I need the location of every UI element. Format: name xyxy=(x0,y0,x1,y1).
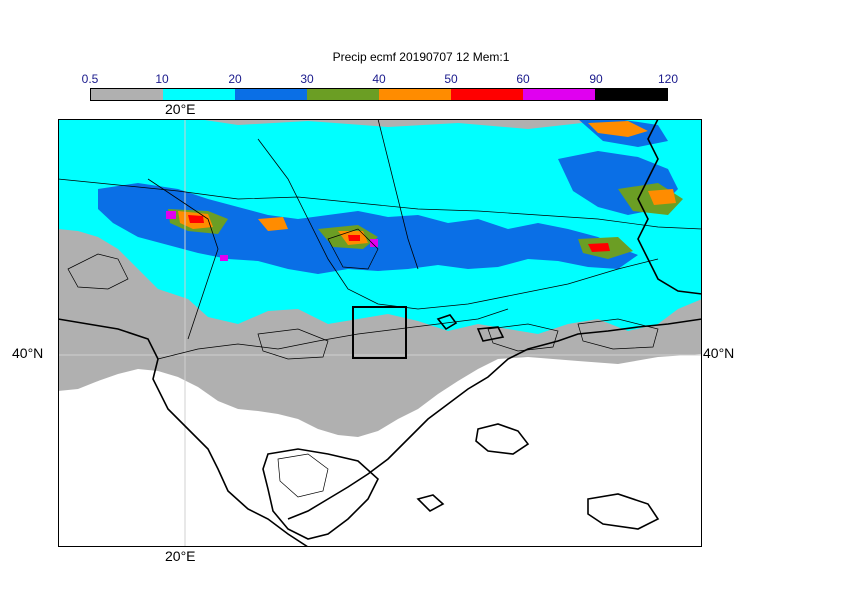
precip-magenta-patch xyxy=(166,211,176,219)
country-border xyxy=(147,178,219,340)
coastline xyxy=(287,318,702,520)
colorbar-tick: 10 xyxy=(155,72,169,86)
colorbar-tick: 120 xyxy=(657,72,679,86)
precip-gap xyxy=(58,381,158,419)
coastline xyxy=(637,119,702,295)
country-border xyxy=(157,308,509,360)
contour-line xyxy=(327,228,379,270)
contour-line xyxy=(577,318,659,350)
colorbar-tick: 30 xyxy=(300,72,314,86)
precip-orange-patch xyxy=(648,189,676,205)
colorbar-tick: 50 xyxy=(444,72,458,86)
precip-orange-patch xyxy=(258,217,288,231)
precip-map xyxy=(58,119,702,547)
colorbar-segment xyxy=(307,89,379,100)
aegean-island xyxy=(436,314,458,331)
precip-red-patch xyxy=(188,215,204,223)
colorbar-tick: 60 xyxy=(516,72,530,86)
contour-line xyxy=(257,328,329,360)
precip-red-patch xyxy=(588,243,610,252)
colorbar-segment xyxy=(523,89,595,100)
colorbar-segment xyxy=(235,89,307,100)
contour-line xyxy=(487,323,559,352)
colorbar-segment xyxy=(595,89,667,100)
colorbar xyxy=(90,88,668,101)
colorbar-segment xyxy=(163,89,235,100)
precip-gray-patch xyxy=(58,355,118,389)
peloponnese-coast xyxy=(262,448,379,540)
colorbar-segment xyxy=(91,89,163,100)
precip-orange-patch xyxy=(588,121,648,137)
lat-label-left: 40°N xyxy=(12,345,44,361)
contour-line xyxy=(67,253,129,290)
map-title: Precip ecmf 20190707 12 Mem:1 xyxy=(332,50,510,64)
colorbar-tick: 20 xyxy=(228,72,242,86)
country-border xyxy=(377,119,419,270)
lon-label-bottom: 20°E xyxy=(165,548,196,564)
lat-label-right: 40°N xyxy=(703,345,735,361)
coastline xyxy=(58,318,309,547)
river-line xyxy=(58,178,702,230)
colorbar-segment xyxy=(451,89,523,100)
aegean-island xyxy=(587,493,660,530)
colorbar-tick: 0.5 xyxy=(81,72,99,86)
precip-magenta-patch xyxy=(220,255,228,261)
contour-line xyxy=(277,453,329,498)
precip-gray-patch xyxy=(208,355,328,419)
aegean-island xyxy=(416,494,445,512)
aegean-island xyxy=(476,326,505,342)
colorbar-segment xyxy=(379,89,451,100)
precip-magenta-patch xyxy=(370,239,378,247)
aegean-island xyxy=(475,423,530,455)
highlight-box xyxy=(352,306,407,359)
precip-red-patch xyxy=(348,235,360,241)
lon-label-top: 20°E xyxy=(165,101,196,117)
colorbar-tick: 40 xyxy=(372,72,386,86)
colorbar-tick: 90 xyxy=(589,72,603,86)
precip-blue-region xyxy=(98,183,638,274)
map-frame xyxy=(58,119,702,547)
